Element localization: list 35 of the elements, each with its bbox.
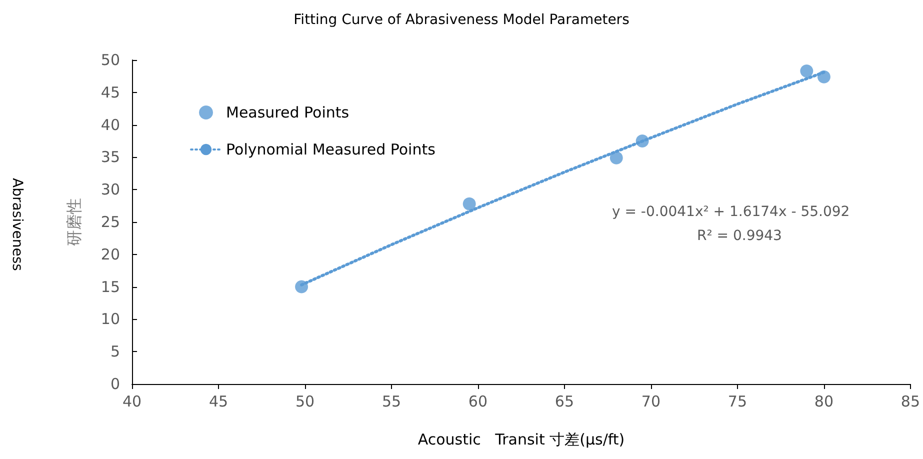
legend-label: Measured Points: [226, 104, 350, 122]
y-tick-label: 50: [100, 51, 120, 69]
y-tick-label: 35: [100, 148, 120, 166]
point: [817, 70, 830, 84]
y-tick-label: 0: [110, 375, 120, 393]
x-tick-label: 55: [382, 392, 402, 410]
y-tick-label: 15: [100, 278, 120, 296]
y-tick-label: 25: [100, 213, 120, 231]
x-tick-label: 45: [208, 392, 228, 410]
point: [610, 151, 623, 164]
annotation: y = -0.0041x² + 1.6174x - 55.092: [612, 204, 850, 220]
point: [462, 197, 476, 210]
point: [636, 134, 649, 148]
x-axis-title: Acoustic Transit 寸差(μs/ft): [418, 430, 625, 448]
text: Abrasiveness: [9, 178, 25, 271]
x-tick-label: 60: [468, 392, 488, 410]
legend-label: Polynomial Measured Points: [226, 140, 436, 158]
x-tick-label: 85: [900, 392, 920, 410]
x-tick-label: 70: [641, 392, 661, 410]
y-axis-title: 研磨性: [64, 198, 84, 246]
annotation: R² = 0.9943: [697, 228, 782, 244]
x-tick-label: 50: [295, 392, 315, 410]
x-tick-label: 65: [554, 392, 574, 410]
y-tick-label: 20: [100, 245, 120, 264]
x-tick-label: 75: [728, 392, 748, 410]
y-tick-label: 45: [100, 83, 120, 102]
y-tick-label: 5: [110, 342, 120, 361]
y-tick-label: 10: [100, 310, 120, 328]
x-tick-label: 80: [814, 392, 834, 410]
x-tick-label: 40: [122, 392, 142, 410]
point: [295, 280, 308, 294]
y-tick-label: 40: [100, 116, 120, 134]
y-tick-label: 30: [100, 180, 120, 199]
chart-title: Fitting Curve of Abrasiveness Model Parameters: [294, 12, 630, 28]
point: [800, 64, 814, 78]
